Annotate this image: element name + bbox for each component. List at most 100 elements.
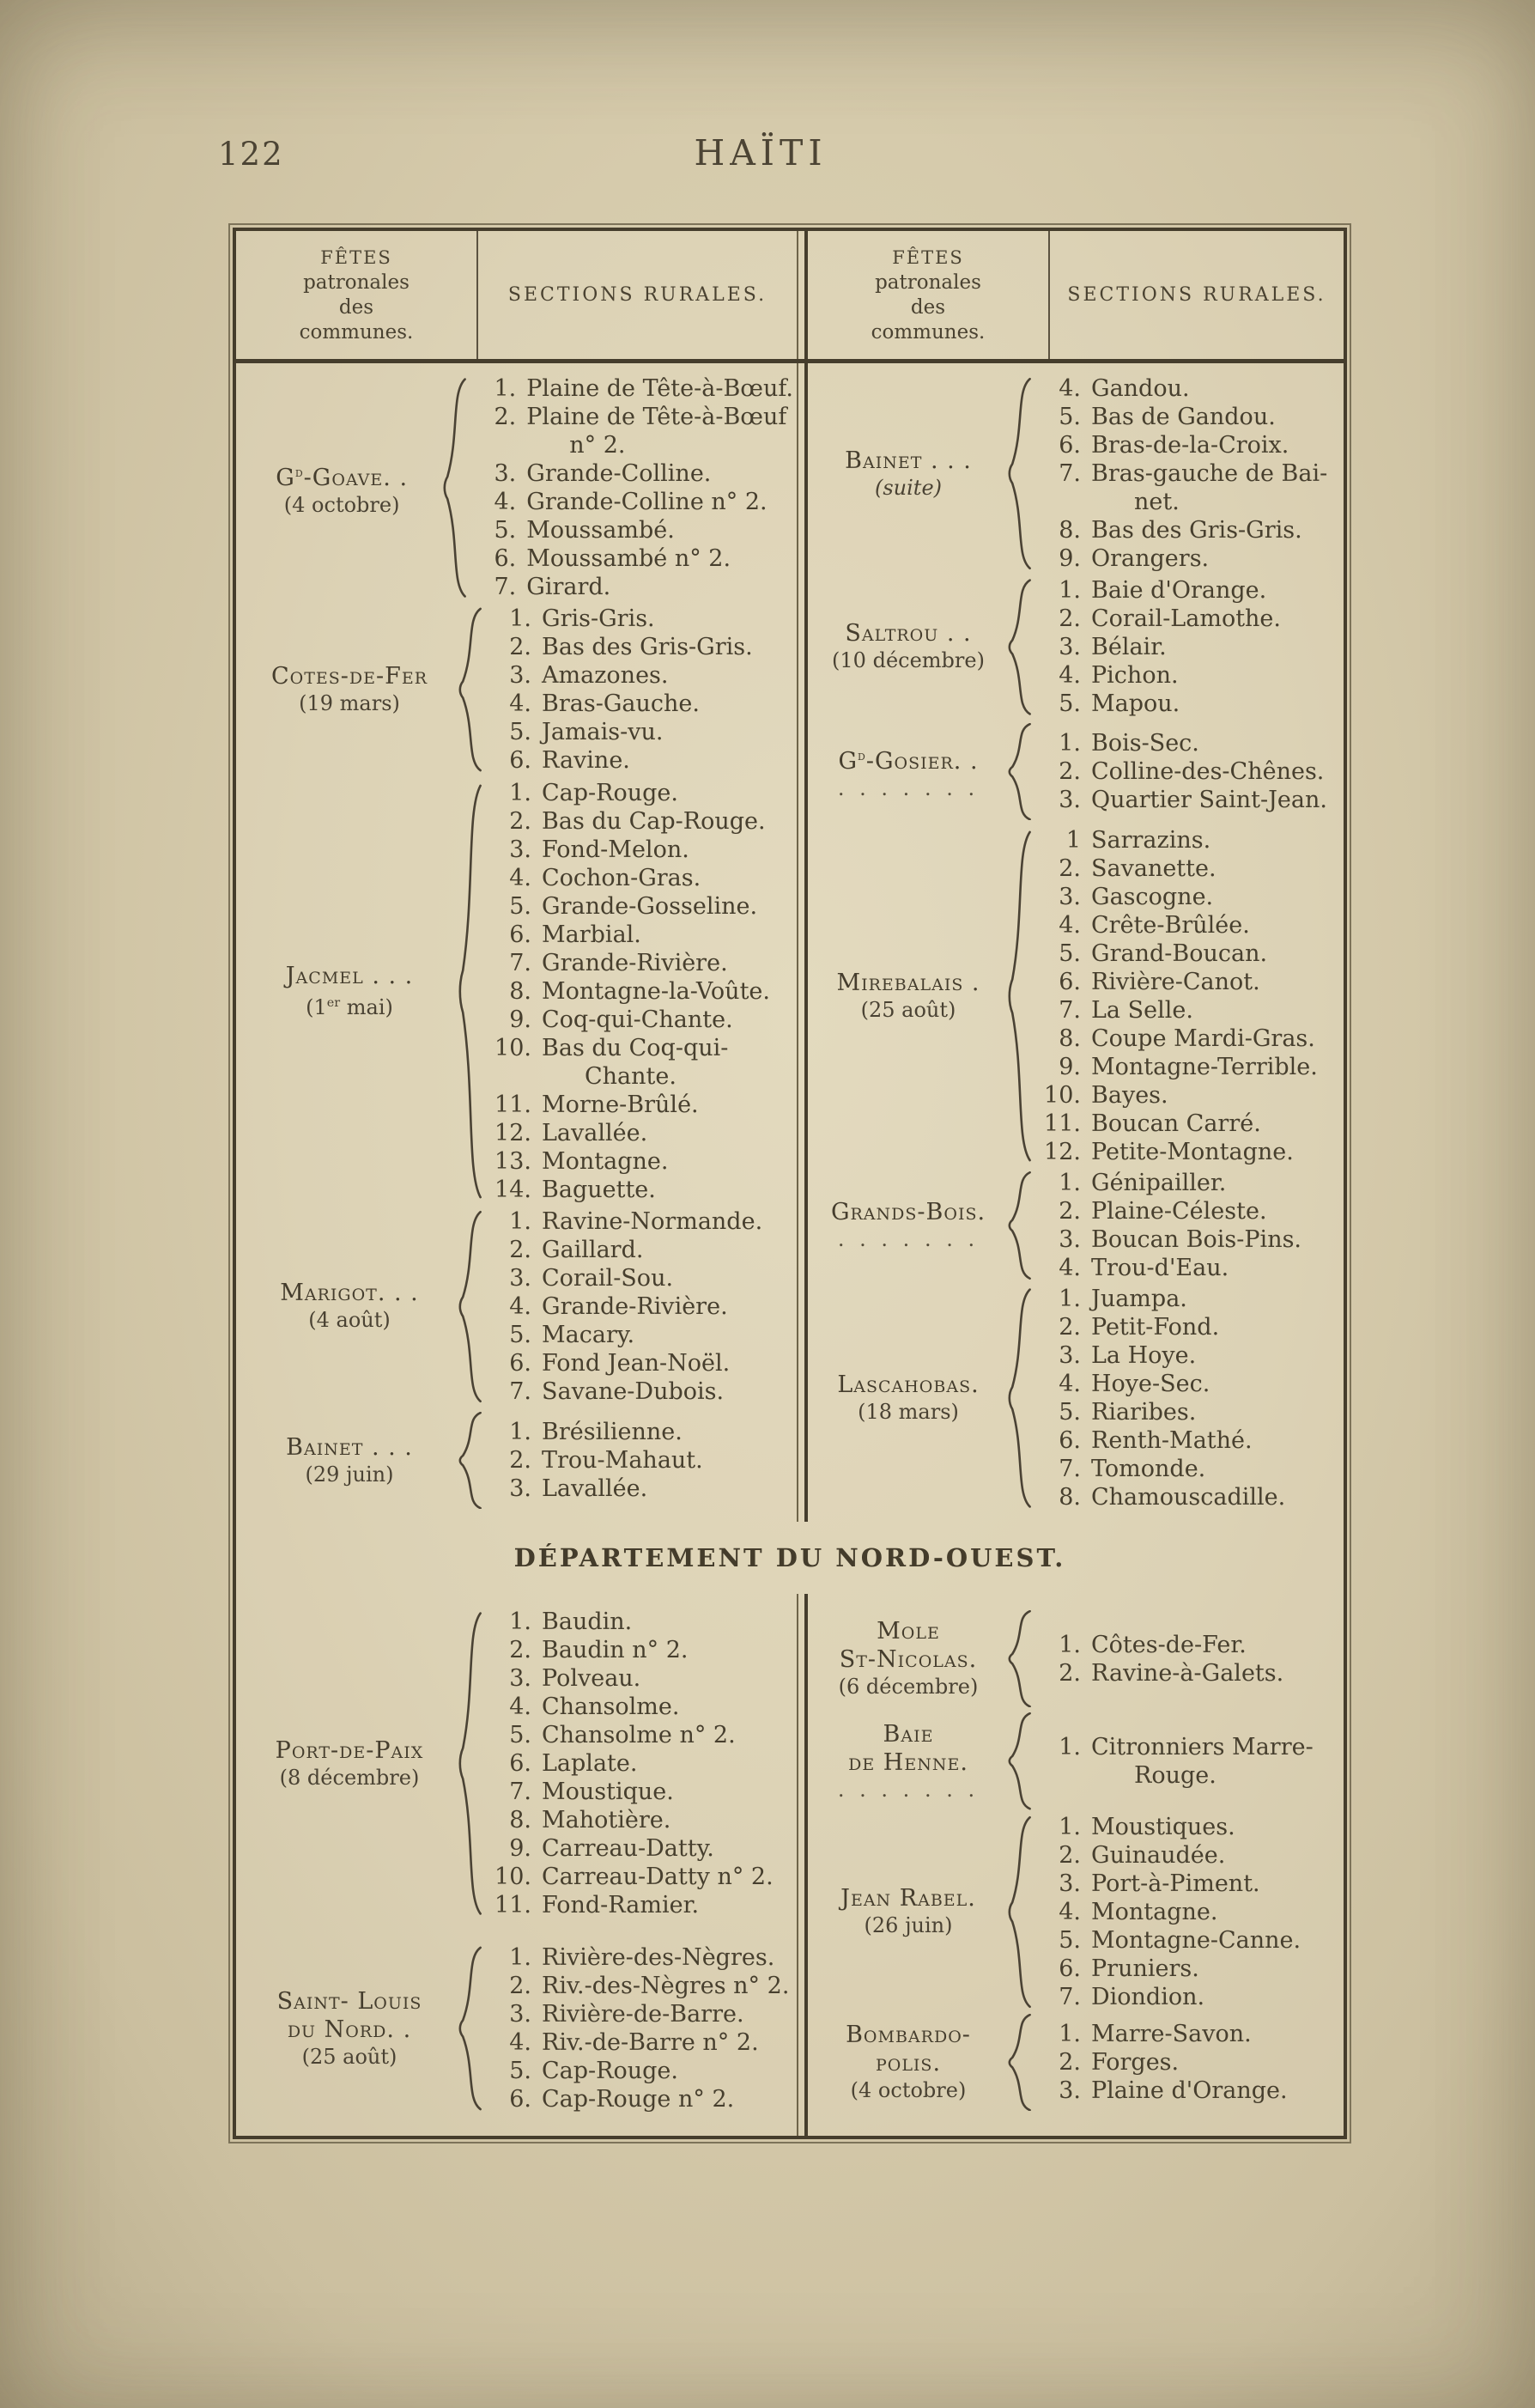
section-number: 4. [509,864,531,891]
section-name: Bas des Gris-Gris. [1091,517,1302,544]
sections-list: 1. Baie d'Orange. 2. Corail-Lamothe. 3. Bélai… [1033,576,1344,718]
section-number: 5. [1059,690,1081,717]
center-double-rule [797,363,808,1523]
section-number: 6. [1059,1955,1081,1982]
section-item: 1. Bois-Sec. [1033,729,1340,757]
section-item: 6. Rivière-Canot. [1033,968,1340,996]
section-item: 2. Petit-Fond. [1033,1313,1340,1341]
commune-label: Gd-Gosier. .. . . . . . . [813,721,1004,823]
section-name: Trou-d'Eau. [1091,1255,1229,1282]
section-item: 3. La Hoye. [1033,1341,1340,1370]
section-item: 12. Petite-Montagne. [1033,1138,1340,1166]
section-number: 1. [509,1207,531,1235]
section-item: 8. Coupe Mardi-Gras. [1033,1025,1340,1053]
section-name: Sarrazins. [1091,826,1211,854]
commune-name: Mole [877,1618,940,1645]
commune-feast-date: (25 août) [860,997,956,1022]
section-item: 9. Montagne-Terrible. [1033,1053,1340,1081]
section-item: 4. Cochon-Gras. [483,864,793,892]
section-name: Cap-Rouge. [542,779,678,806]
sections-list: 1. Plaine de Tête-à-Bœuf. 2. Plaine de Tête… [468,374,797,601]
section-name: Hoye-Sec. [1091,1371,1210,1398]
section-item: 4. Riv.-de-Barre n° 2. [483,2028,793,2057]
section-name: Baudin n° 2. [542,1637,689,1664]
group-brace [1004,721,1033,823]
section-number: 1. [509,779,531,806]
brace-icon [454,1610,483,1917]
commune-name: Bainet . . . [286,1433,413,1461]
section-number: 6. [1059,1427,1081,1455]
section-name: Rivière-des-Nègres. [542,1944,775,1971]
header-line: patronales [303,271,410,294]
section-name: Brésilienne. [542,1419,683,1446]
section-number: 5. [509,719,531,746]
sections-list: 1. Côtes-de-Fer. 2. Ravine-à-Galets. [1033,1608,1344,1710]
section-name: Marbial. [542,921,641,948]
section-number: 9. [509,1006,531,1033]
section-name: Plaine de Tête-à-Bœuf. [526,375,793,403]
section-number: 1. [1059,730,1081,757]
commune-name: Jacmel . . . [285,962,414,989]
sections-list: 1. Brésilienne. 2. Trou-Mahaut. 3. Lavallée. [483,1409,797,1511]
section-name: Grande-Colline. [526,460,712,488]
section-number: 8. [509,977,531,1005]
section-item: 3. Grande-Colline. [468,459,793,488]
commune-name: Port-de-Paix [275,1736,424,1764]
section-name: Gandou. [1091,375,1190,403]
section-number: 8. [1059,517,1081,544]
section-name: Cap-Rouge. [542,2058,678,2084]
section-name: Bas du Coq-qui- [542,1034,729,1061]
section-number: 4. [509,2029,531,2056]
commune-feast-date: (10 décembre) [832,648,985,673]
section-item: 4. Montagne. [1033,1898,1340,1926]
ditto-dots: . . . . . . . [837,1777,980,1802]
sections-list: 1. Juampa. 2. Petit-Fond. 3. La Hoye. 4. Hoye-S… [1033,1285,1344,1511]
group-brace [439,374,468,601]
section-name: Polveau. [542,1665,641,1693]
section-number: 10. [494,1864,531,1891]
section-item: 6. Fond Jean-Noël. [483,1349,793,1377]
section-name: Port-à-Piment. [1091,1870,1260,1897]
section-item: 10. Bayes. [1033,1081,1340,1110]
section-item: 6. Bras-de-la-Croix. [1033,431,1340,459]
section-name: Grande-Gosseline. [542,892,758,920]
section-number: 1. [1059,1734,1081,1760]
section-item: 1. Citronniers Marre- [1033,1733,1340,1761]
commune-feast-date: (4 octobre) [283,492,400,517]
section-number: 4. [1059,1371,1081,1398]
group-brace [1004,374,1033,573]
section-item: 6. Pruniers. [1033,1955,1340,1983]
section-name: Crête-Brûlée. [1091,911,1250,939]
section-item: 2. Gaillard. [483,1236,793,1264]
section-item: 5. Macary. [483,1321,793,1349]
sections-list: 1. Citronniers Marre- Rouge. [1033,1710,1344,1812]
section-number: 4. [1059,661,1081,689]
commune-label: Mirebalais . (25 août) [813,826,1004,1166]
section-name: Corail-Sou. [542,1264,674,1292]
section-name: Coq-qui-Chante. [542,1006,733,1033]
section-name: Rivière-de-Barre. [542,2001,744,2028]
section-item: 7. La Selle. [1033,996,1340,1025]
section-number: 7. [1059,1983,1081,2010]
section-number: 8. [509,1807,531,1834]
section-item: 12. Lavallée. [483,1119,793,1147]
commune-name: Jean Rabel. [840,1885,976,1912]
section-number: 4. [509,1292,531,1320]
section-item: 4. Pichon. [1033,661,1340,690]
section-number: 7. [494,574,517,601]
commune-label: Mole St-Nicolas. (6 décembre) [813,1608,1004,1710]
section-item: 4. Chansolme. [483,1693,793,1721]
section-name: Riaribes. [1091,1399,1197,1426]
section-number: 2. [1059,2048,1081,2076]
group-brace [1004,1608,1033,1710]
page-number: 122 [218,136,284,173]
center-double-rule [797,231,808,360]
commune-label: Gd-Goave. . (4 octobre) [245,374,439,601]
section-item: 1. Baudin. [483,1608,793,1636]
section-item: 4. Bras-Gauche. [483,690,793,718]
section-number: 2. [509,1973,531,1999]
section-item: 3. Amazones. [483,661,793,690]
section-name: Gaillard. [542,1236,644,1263]
section-name: Diondion. [1091,1983,1205,2010]
